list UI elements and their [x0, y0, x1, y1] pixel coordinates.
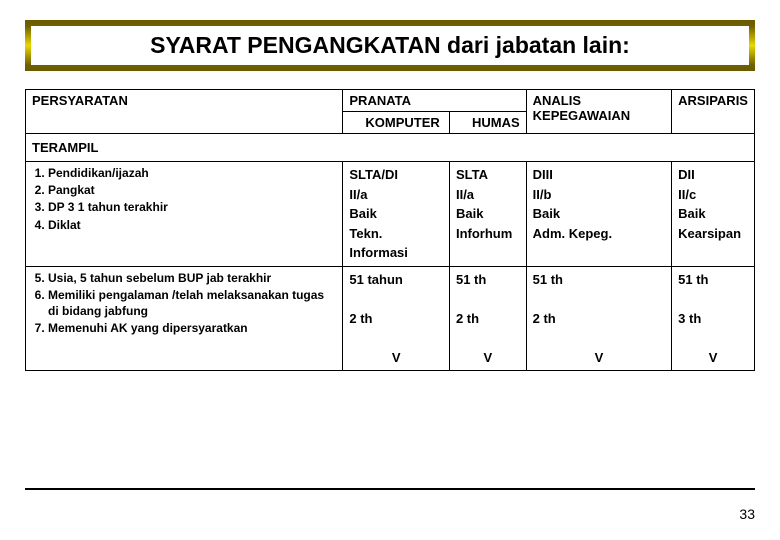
cell-arsiparis-a: DII II/c Baik Kearsipan — [672, 162, 755, 267]
cell-line: II/a — [349, 185, 443, 205]
footer-divider — [25, 488, 755, 490]
cell-line — [349, 289, 443, 309]
requirements-cell-b: Usia, 5 tahun sebelum BUP jab terakhir M… — [26, 266, 343, 371]
cell-line: V — [533, 348, 666, 368]
cell-line: SLTA/DI — [349, 165, 443, 185]
requirements-list-a: Pendidikan/ijazah Pangkat DP 3 1 tahun t… — [32, 165, 336, 233]
cell-line — [456, 289, 520, 309]
cell-line: DIII — [533, 165, 666, 185]
section-terampil: TERAMPIL — [26, 134, 755, 162]
cell-line: Baik — [349, 204, 443, 224]
requirements-list-b: Usia, 5 tahun sebelum BUP jab terakhir M… — [32, 270, 336, 337]
cell-line — [533, 328, 666, 348]
cell-line: II/a — [456, 185, 520, 205]
page-title: SYARAT PENGANGKATAN dari jabatan lain: — [43, 32, 737, 59]
cell-arsiparis-b: 51 th 3 th V — [672, 266, 755, 371]
cell-analis-a: DIII II/b Baik Adm. Kepeg. — [526, 162, 672, 267]
cell-line: V — [456, 348, 520, 368]
cell-komputer-a: SLTA/DI II/a Baik Tekn. Informasi — [343, 162, 450, 267]
req-item: Diklat — [48, 217, 336, 233]
req-item: Usia, 5 tahun sebelum BUP jab terakhir — [48, 270, 336, 286]
cell-line — [678, 328, 748, 348]
cell-line: Inforhum — [456, 224, 520, 244]
cell-line: Kearsipan — [678, 224, 748, 244]
cell-line: 51 th — [678, 270, 748, 290]
cell-komputer-b: 51 tahun 2 th V — [343, 266, 450, 371]
req-item: Pangkat — [48, 182, 336, 198]
title-frame: SYARAT PENGANGKATAN dari jabatan lain: — [25, 20, 755, 71]
header-komputer: KOMPUTER — [343, 112, 450, 134]
cell-line: 51 th — [456, 270, 520, 290]
req-item: Memenuhi AK yang dipersyaratkan — [48, 320, 336, 336]
cell-line: Baik — [533, 204, 666, 224]
cell-humas-a: SLTA II/a Baik Inforhum — [449, 162, 526, 267]
cell-line: 51 tahun — [349, 270, 443, 290]
cell-line — [533, 289, 666, 309]
cell-line: Baik — [456, 204, 520, 224]
req-item: DP 3 1 tahun terakhir — [48, 199, 336, 215]
cell-line — [349, 328, 443, 348]
cell-line: SLTA — [456, 165, 520, 185]
cell-line — [678, 289, 748, 309]
cell-line: II/b — [533, 185, 666, 205]
cell-humas-b: 51 th 2 th V — [449, 266, 526, 371]
cell-line: Tekn. Informasi — [349, 224, 443, 263]
cell-line: Adm. Kepeg. — [533, 224, 666, 244]
req-item: Memiliki pengalaman /telah melaksanakan … — [48, 287, 336, 319]
cell-line: V — [678, 348, 748, 368]
cell-line: Baik — [678, 204, 748, 224]
req-item: Pendidikan/ijazah — [48, 165, 336, 181]
requirements-cell-a: Pendidikan/ijazah Pangkat DP 3 1 tahun t… — [26, 162, 343, 267]
header-persyaratan: PERSYARATAN — [26, 90, 343, 134]
header-pranata: PRANATA — [343, 90, 526, 112]
requirements-table: PERSYARATAN PRANATA ANALIS KEPEGAWAIAN A… — [25, 89, 755, 371]
cell-line — [456, 328, 520, 348]
header-analis: ANALIS KEPEGAWAIAN — [526, 90, 672, 134]
header-humas: HUMAS — [449, 112, 526, 134]
cell-line: 2 th — [533, 309, 666, 329]
header-arsiparis: ARSIPARIS — [672, 90, 755, 134]
cell-line: 51 th — [533, 270, 666, 290]
cell-line: V — [349, 348, 443, 368]
cell-line: 2 th — [456, 309, 520, 329]
page-number: 33 — [739, 506, 755, 522]
cell-analis-b: 51 th 2 th V — [526, 266, 672, 371]
cell-line: 3 th — [678, 309, 748, 329]
cell-line: DII — [678, 165, 748, 185]
cell-line: II/c — [678, 185, 748, 205]
cell-line: 2 th — [349, 309, 443, 329]
